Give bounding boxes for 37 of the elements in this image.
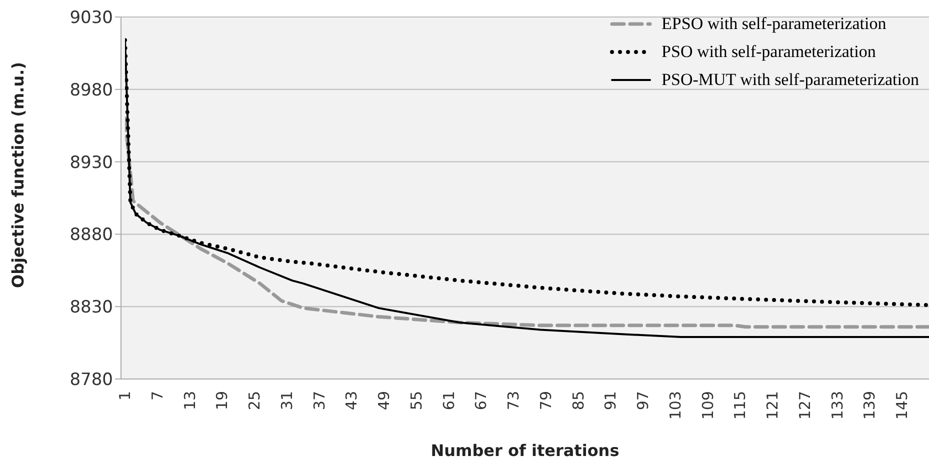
x-tick-label: 121 xyxy=(764,391,782,420)
x-tick-label: 133 xyxy=(828,391,846,420)
x-tick-label: 7 xyxy=(148,391,166,401)
x-tick-label: 109 xyxy=(698,391,717,420)
legend-label: EPSO with self-parameterization xyxy=(662,14,886,34)
y-tick-label: 8880 xyxy=(70,225,113,246)
x-tick-label: 79 xyxy=(536,391,555,410)
x-tick-label: 139 xyxy=(860,391,879,420)
y-tick-label: 8930 xyxy=(70,152,113,173)
x-tick-label: 73 xyxy=(504,391,523,410)
x-tick-label: 85 xyxy=(569,391,588,410)
x-tick-label: 103 xyxy=(666,391,684,420)
x-tick-label: 127 xyxy=(796,391,814,420)
x-tick-label: 49 xyxy=(375,391,394,410)
x-tick-label: 97 xyxy=(634,391,652,410)
x-tick-label: 1 xyxy=(116,391,134,401)
y-tick-label: 8980 xyxy=(70,80,113,100)
y-tick-label: 9030 xyxy=(70,8,113,28)
y-tick-label: 8780 xyxy=(70,370,113,390)
y-axis-title: Objective function (m.u.) xyxy=(8,62,28,288)
legend-label: PSO-MUT with self-parameterization xyxy=(662,70,919,90)
x-tick-label: 91 xyxy=(602,391,620,410)
x-tick-label: 145 xyxy=(893,391,912,420)
x-tick-label: 67 xyxy=(472,391,490,410)
x-axis-title: Number of iterations xyxy=(430,441,620,458)
x-tick-label: 55 xyxy=(407,391,426,410)
x-tick-label: 43 xyxy=(342,391,361,410)
x-tick-label: 25 xyxy=(246,391,264,410)
x-tick-label: 115 xyxy=(731,391,750,420)
legend-label: PSO with self-parameterization xyxy=(662,42,876,62)
x-tick-label: 13 xyxy=(180,391,199,410)
x-tick-label: 31 xyxy=(278,391,296,410)
line-series xyxy=(125,116,929,329)
x-tick-label: 37 xyxy=(310,391,328,410)
y-tick-label: 8830 xyxy=(70,298,113,318)
x-tick-label: 19 xyxy=(213,391,232,410)
x-tick-label: 61 xyxy=(440,391,458,410)
